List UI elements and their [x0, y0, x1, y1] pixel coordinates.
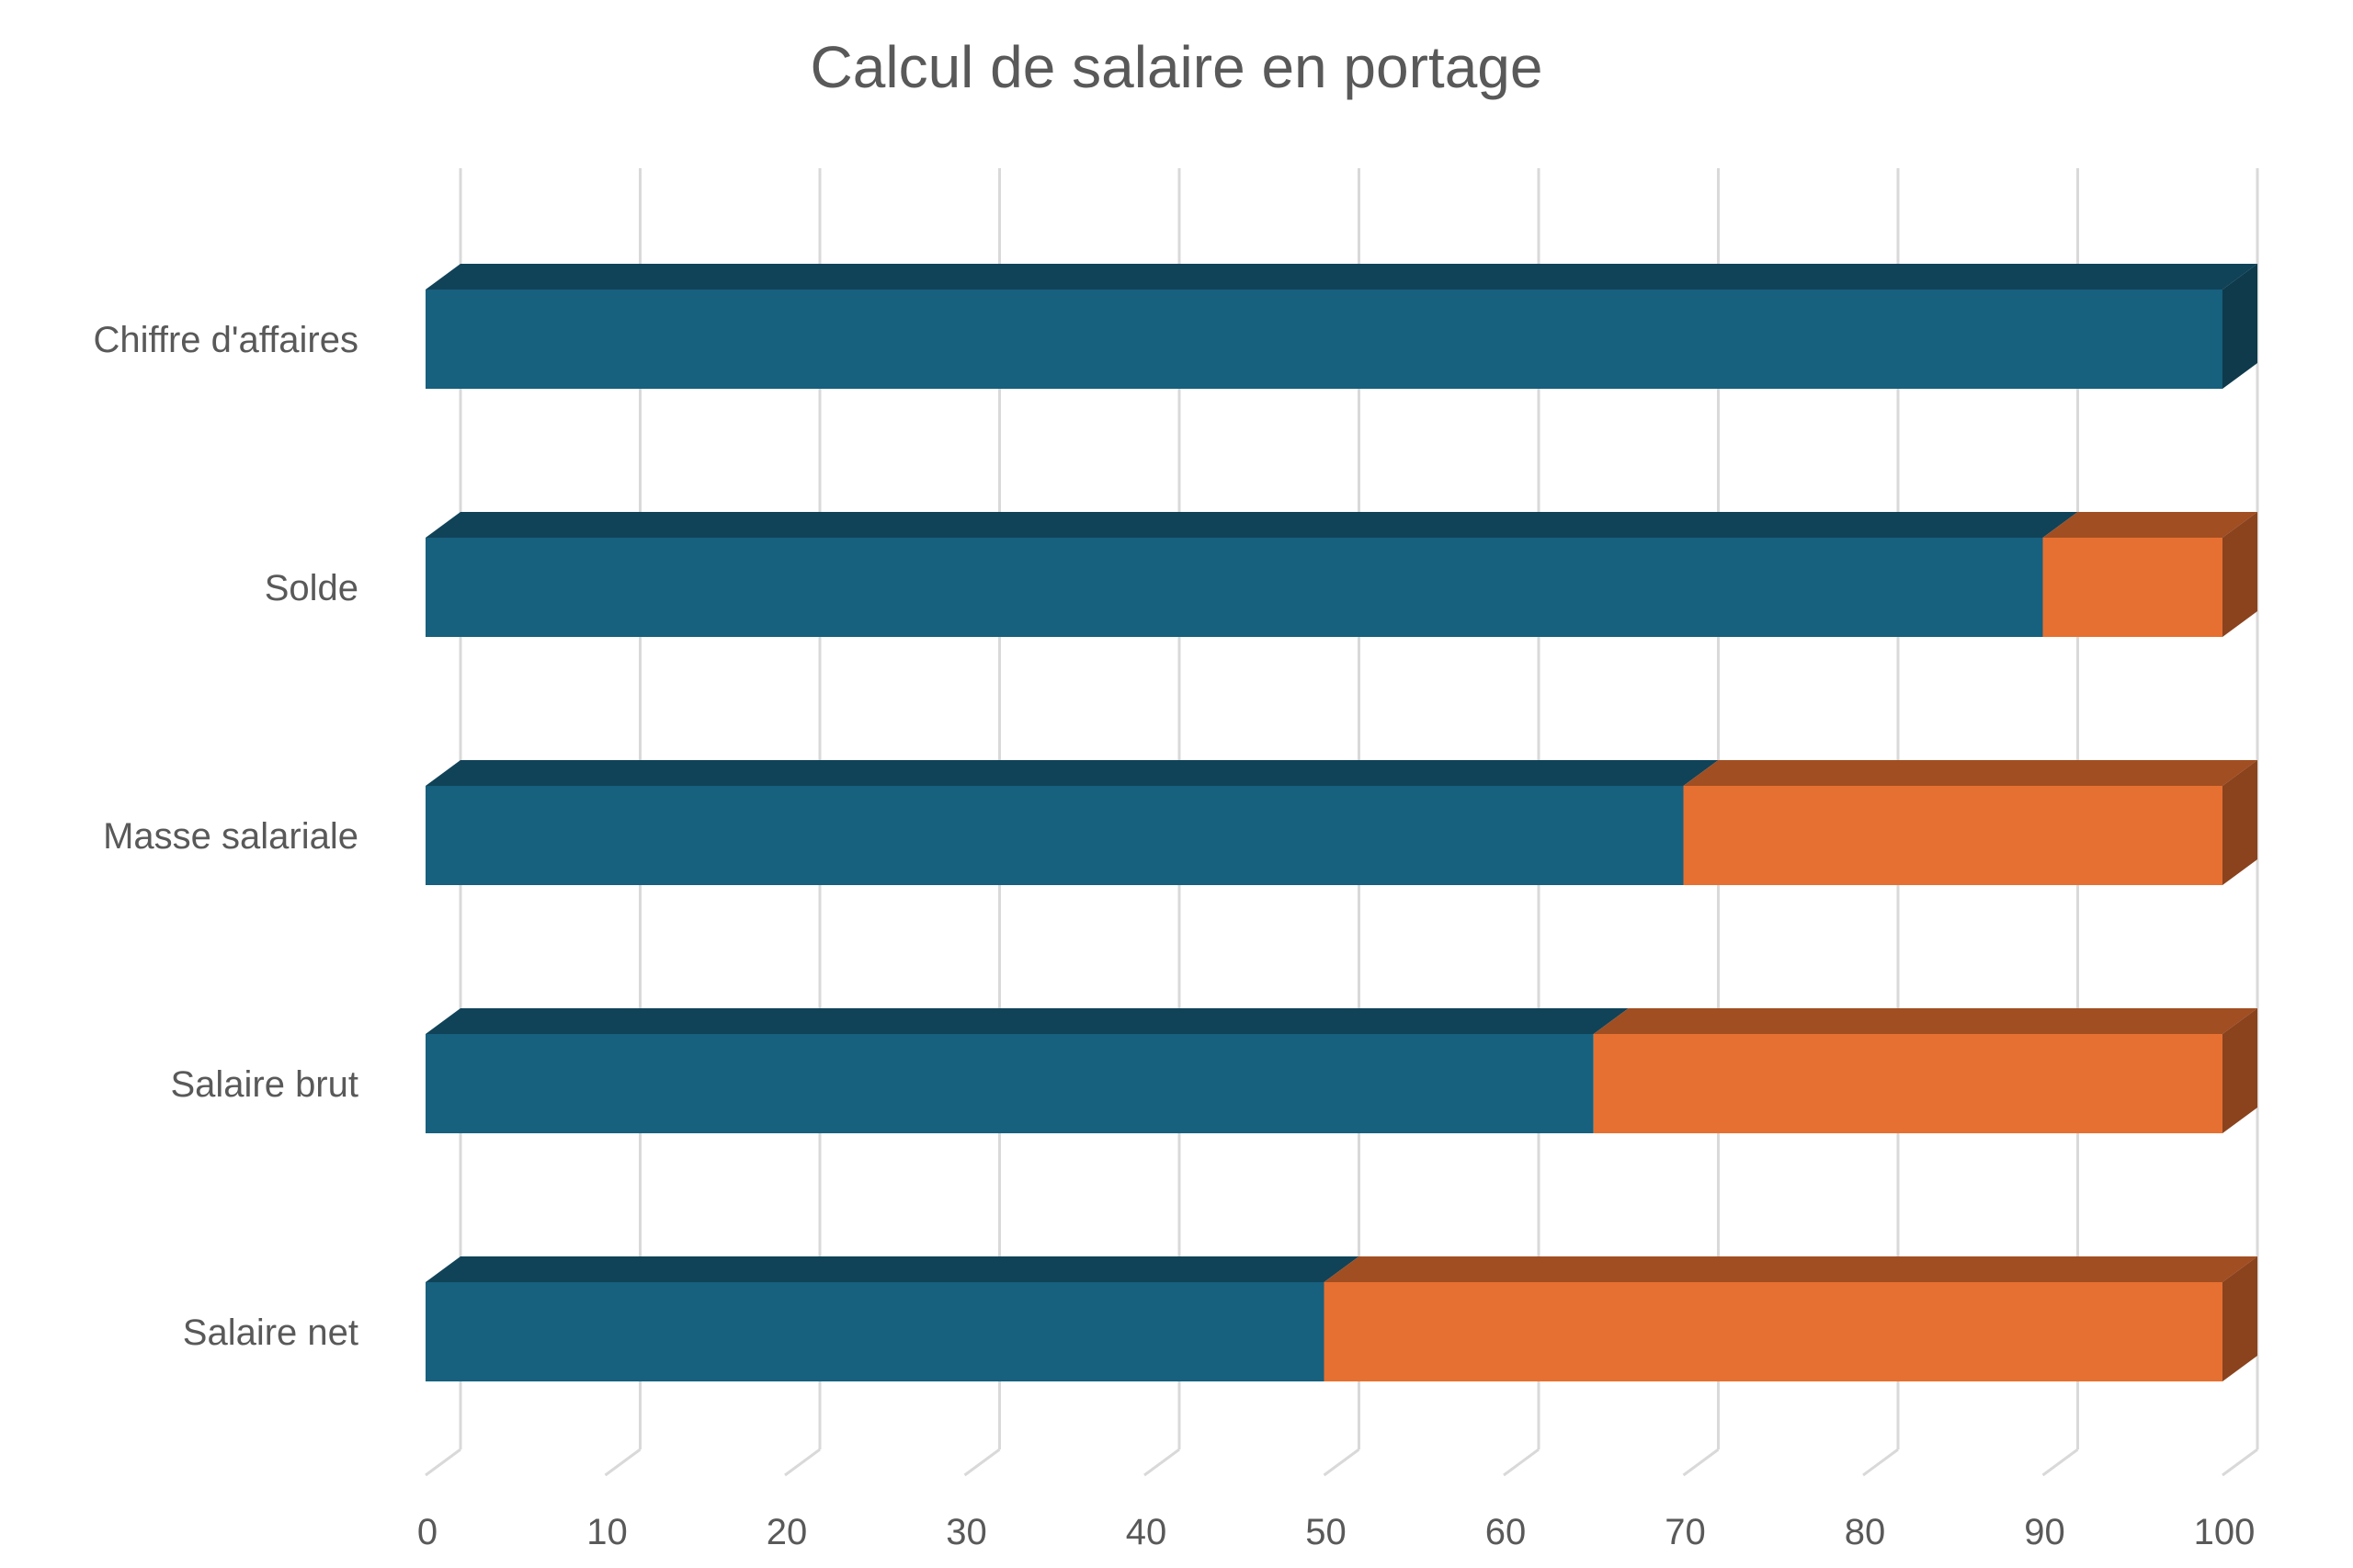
bar-side-face [2222, 760, 2257, 885]
bar-front-face [426, 290, 2222, 389]
bar-front-face [1683, 786, 2222, 885]
bar-top-face [2042, 512, 2257, 538]
bar-top-face [1593, 1008, 2257, 1034]
category-label: Solde [265, 568, 358, 608]
floor-gridline [1503, 1448, 1540, 1477]
bars [426, 264, 2257, 1381]
bar-segment [1683, 760, 2257, 885]
x-tick-label: 0 [417, 1512, 438, 1552]
bar-front-face [426, 786, 1684, 885]
x-tick-label: 60 [1485, 1512, 1527, 1552]
bar-side-face [2222, 264, 2257, 389]
bar-top-face [426, 760, 1719, 786]
bar-segment [426, 760, 1719, 885]
floor-gridline [604, 1448, 642, 1477]
floor-gridline [963, 1448, 1001, 1477]
bar-segment [426, 512, 2078, 637]
floor-gridline [784, 1448, 821, 1477]
bar-front-face [1593, 1034, 2222, 1133]
category-label: Salaire brut [170, 1064, 358, 1105]
x-tick-label: 90 [2024, 1512, 2065, 1552]
bar-front-face [426, 538, 2043, 637]
floor-gridline [1143, 1448, 1180, 1477]
x-tick-label: 30 [946, 1512, 987, 1552]
value-axis: 0 10 20 30 40 50 60 70 80 90 100 [417, 1512, 2256, 1552]
category-label: Masse salariale [103, 816, 358, 857]
bar-top-face [1324, 1256, 2257, 1282]
bar-front-face [2042, 538, 2222, 637]
bar-side-face [2222, 512, 2257, 637]
bar-top-face [1683, 760, 2257, 786]
bar-side-face [2222, 1256, 2257, 1381]
bar-segment [2042, 512, 2257, 637]
bar-top-face [426, 264, 2257, 290]
bar-segment [426, 264, 2257, 389]
bar-side-face [2222, 1008, 2257, 1133]
bar-front-face [426, 1282, 1324, 1381]
bar-segment [426, 1008, 1629, 1133]
x-tick-label: 80 [1845, 1512, 1886, 1552]
x-tick-label: 20 [767, 1512, 808, 1552]
category-label: Salaire net [183, 1312, 358, 1353]
bar-segment [426, 1256, 1359, 1381]
floor-gridline [2041, 1448, 2079, 1477]
bar-top-face [426, 1008, 1629, 1034]
floor-gridline [425, 1448, 461, 1477]
floor-gridline [1862, 1448, 1899, 1477]
bar-top-face [426, 512, 2078, 538]
floor-gridline [1323, 1448, 1360, 1477]
floor-gridline [2222, 1448, 2258, 1477]
bar-top-face [426, 1256, 1359, 1282]
chart-title: Calcul de salaire en portage [811, 34, 1543, 100]
x-tick-label: 10 [586, 1512, 628, 1552]
bar-segment [1324, 1256, 2257, 1381]
x-tick-label: 40 [1126, 1512, 1167, 1552]
category-axis: Chiffre d'affaires Solde Masse salariale Sa… [93, 320, 358, 1353]
x-tick-label: 100 [2194, 1512, 2256, 1552]
category-label: Chiffre d'affaires [93, 320, 358, 360]
floor-gridline [1682, 1448, 1720, 1477]
x-tick-label: 50 [1305, 1512, 1347, 1552]
x-tick-label: 70 [1665, 1512, 1706, 1552]
bar-front-face [1324, 1282, 2222, 1381]
bar-front-face [426, 1034, 1594, 1133]
bar-segment [1593, 1008, 2257, 1133]
